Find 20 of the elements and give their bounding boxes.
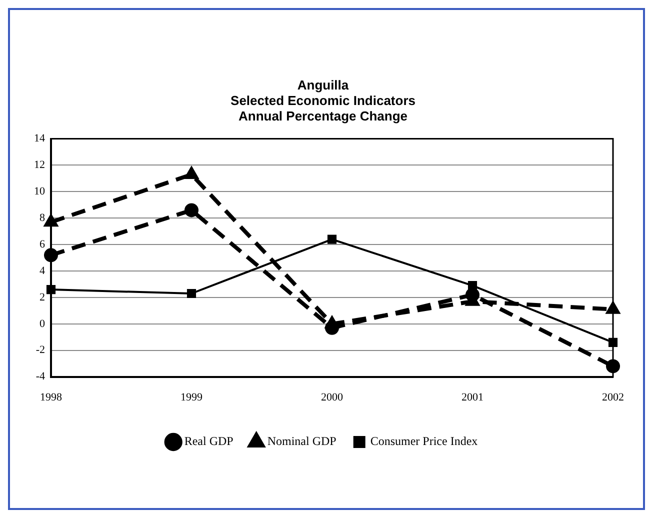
y-tick-label: 14 [34, 132, 46, 145]
x-tick-label: 1999 [180, 391, 203, 404]
legend-label: Consumer Price Index [370, 434, 478, 448]
y-tick-label: 6 [40, 238, 46, 250]
y-tick-label: 4 [40, 264, 46, 277]
y-tick-label: 10 [34, 186, 46, 198]
x-tick-label: 2000 [321, 391, 344, 404]
y-tick-label: -4 [36, 370, 46, 383]
x-tick-label: 2002 [602, 391, 624, 404]
y-tick-label: 12 [34, 159, 45, 172]
legend-label: Nominal GDP [267, 434, 337, 448]
y-tick-label: 2 [40, 291, 45, 304]
y-tick-label: 8 [40, 212, 46, 224]
y-tick-label: -2 [36, 344, 45, 356]
x-tick-label: 1998 [40, 391, 62, 404]
chart-title: Anguilla [297, 77, 350, 92]
chart-subtitle: Selected Economic Indicators Annual Percentage Change [230, 92, 416, 124]
y-tick-label: 0 [40, 318, 46, 330]
x-tick-label: 2001 [462, 391, 484, 404]
legend-label: Real GDP [184, 434, 234, 448]
